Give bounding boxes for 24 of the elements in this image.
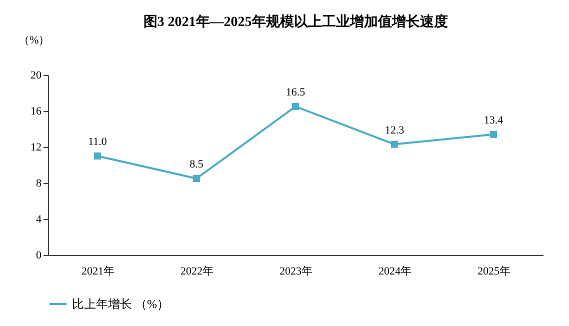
point [94,152,102,160]
point [192,174,200,182]
data-label: 13.4 [484,114,504,126]
point [390,140,398,148]
x-tick-label: 2023年 [280,266,312,278]
data-label: 11.0 [88,136,108,148]
x-tick-label: 2022年 [180,266,214,278]
y-tick-label: 4 [36,214,42,226]
data-label: 12.3 [384,124,405,136]
legend-label: 比上年增长 （%） [72,297,169,311]
x-tick-label: 2025年 [478,266,510,278]
y-tick-label: 20 [30,70,42,82]
x-tick-label: 2021年 [82,266,114,278]
data-label: 16.5 [286,86,306,98]
chart-title: 图3 2021年—2025年规模以上工业增加值增长速度 [143,13,448,30]
y-tick-label: 12 [30,142,42,154]
y-tick-label: 0 [36,250,42,262]
x-tick-label: 2024年 [378,266,412,278]
data-label: 8.5 [190,158,204,170]
point [292,102,300,110]
y-tick-label: 8 [36,178,42,190]
y-tick-label: 16 [30,106,42,118]
point [490,130,498,138]
y-axis-title: （%） [18,34,50,46]
